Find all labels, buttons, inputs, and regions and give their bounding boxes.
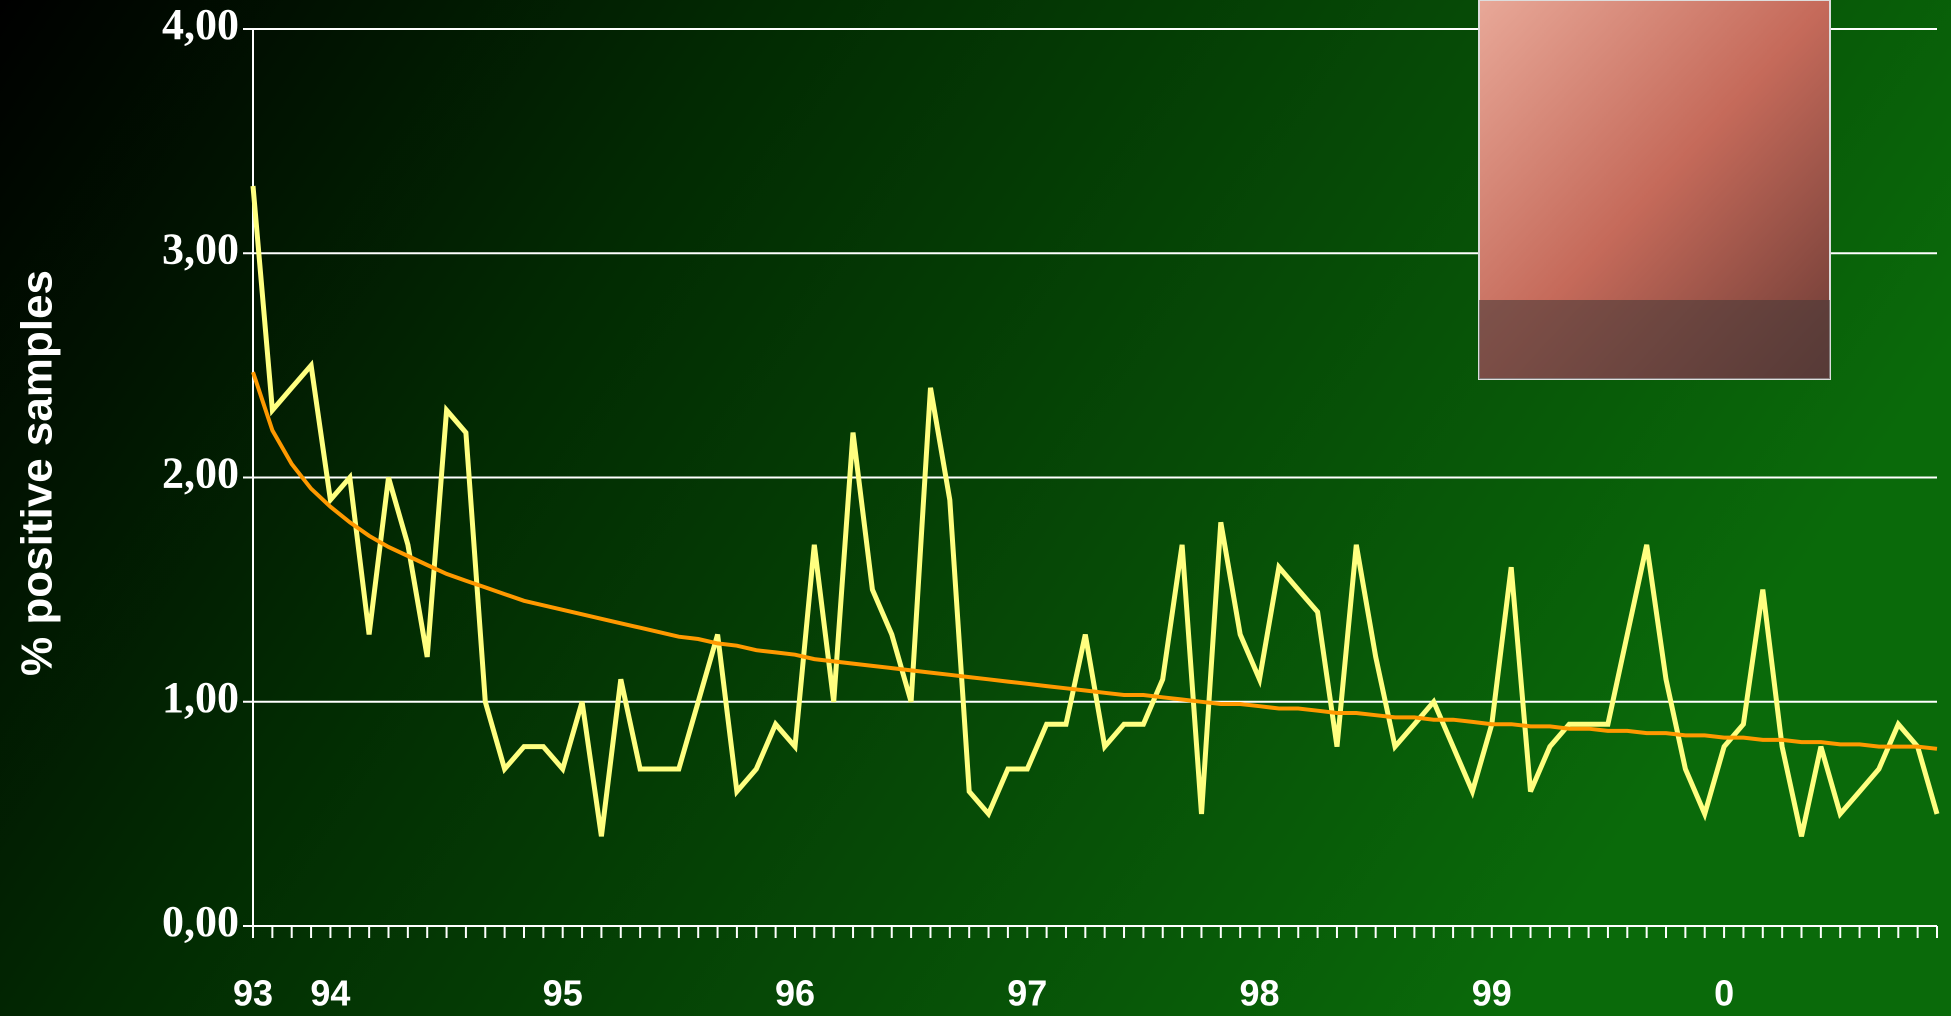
x-tick-label: 96 bbox=[775, 973, 815, 1014]
y-tick-label: 1,00 bbox=[162, 673, 239, 722]
chart: 0,00 1,00 2,00 3,00 4,00 93 94 95 96 97 98 99 0 % po… bbox=[0, 0, 1951, 1016]
y-tick-label: 2,00 bbox=[162, 449, 239, 498]
y-tick-label: 0,00 bbox=[162, 897, 239, 946]
x-tick-label: 0 bbox=[1714, 973, 1734, 1014]
y-tick-label: 4,00 bbox=[162, 0, 239, 49]
y-tick-label: 3,00 bbox=[162, 224, 239, 273]
x-tick-label: 98 bbox=[1240, 973, 1280, 1014]
x-tick-label: 94 bbox=[310, 973, 350, 1014]
x-tick-label: 95 bbox=[543, 973, 583, 1014]
x-tick-label: 97 bbox=[1007, 973, 1047, 1014]
photo bbox=[1479, 0, 1830, 379]
x-tick-label: 93 bbox=[233, 973, 273, 1014]
x-tick-label: 99 bbox=[1472, 973, 1512, 1014]
y-axis-label: % positive samples bbox=[13, 270, 62, 676]
